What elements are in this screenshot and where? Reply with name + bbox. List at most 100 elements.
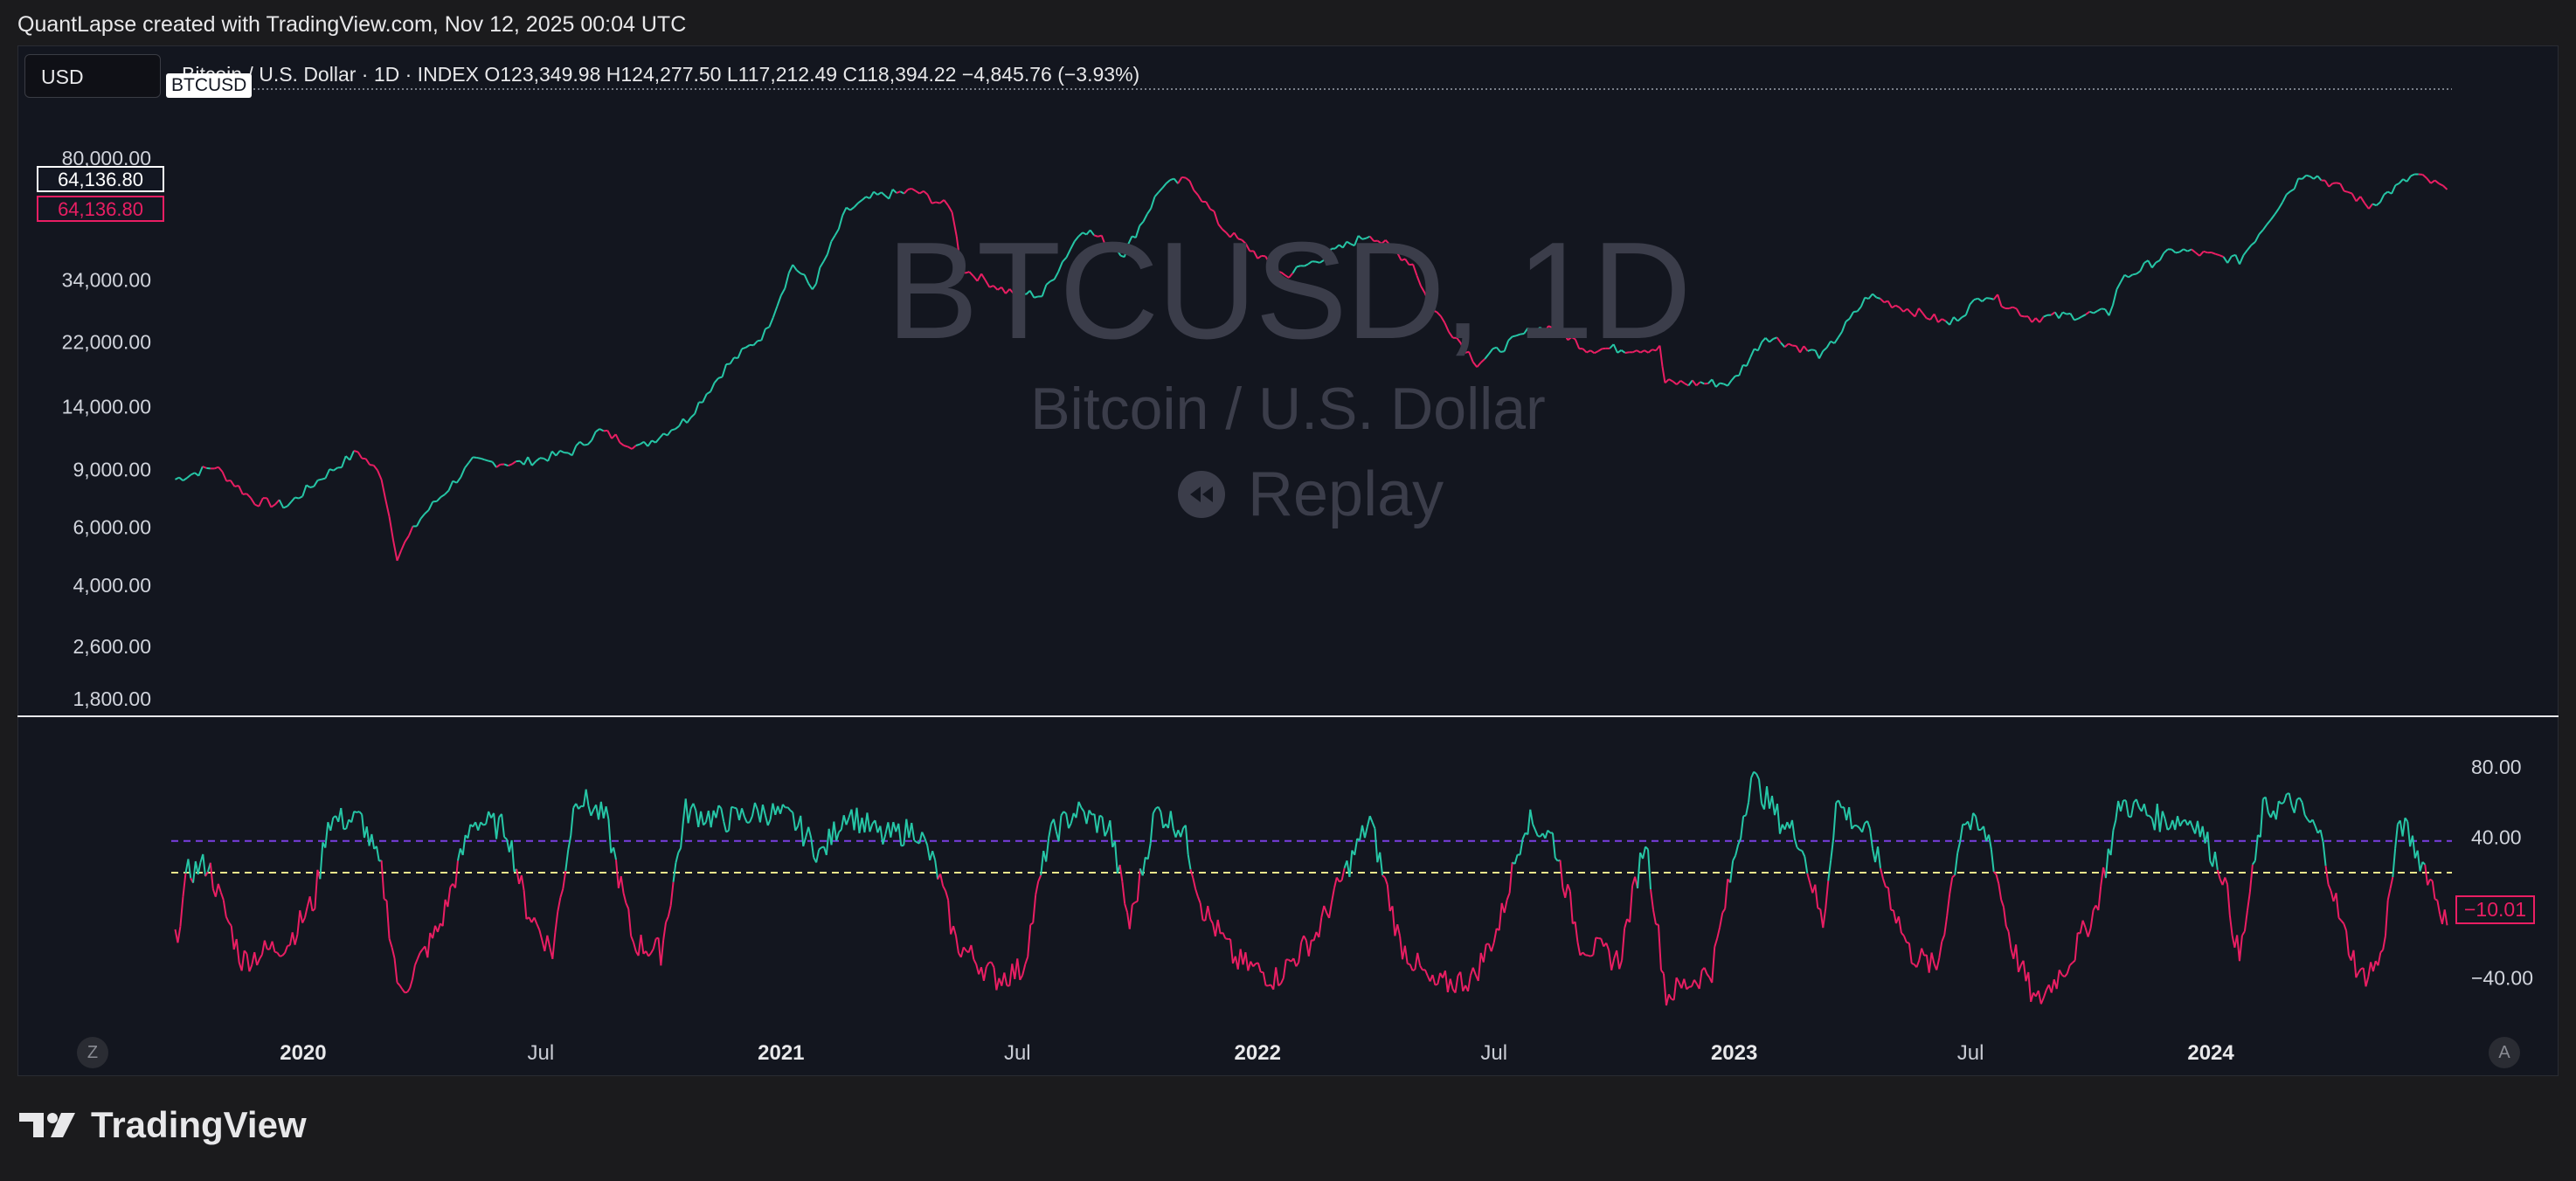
oscillator-series-segment: [1691, 979, 1695, 987]
oscillator-series-segment: [675, 853, 680, 864]
price-series-segment: [606, 430, 613, 439]
price-series-segment: [595, 428, 600, 433]
price-series-segment: [1555, 326, 1562, 332]
oscillator-series-segment: [926, 845, 931, 861]
oscillator-series-segment: [1657, 924, 1662, 970]
oscillator-series-segment: [1832, 802, 1838, 839]
oscillator-series-segment: [1693, 979, 1698, 984]
price-series-segment: [447, 480, 454, 491]
price-series-segment: [2211, 252, 2216, 255]
price-series-segment: [627, 445, 633, 450]
oscillator-series-segment: [1141, 857, 1146, 876]
oscillator-series-segment: [2379, 949, 2384, 954]
oscillator-series-segment: [2109, 830, 2115, 856]
price-series-segment: [357, 451, 364, 459]
oscillator-series-segment: [1763, 785, 1769, 810]
oscillator-series-segment: [2241, 930, 2246, 936]
price-series-segment: [1123, 244, 1130, 258]
price-series-segment: [1769, 338, 1774, 343]
price-series-segment: [1177, 176, 1183, 184]
oscillator-series-segment: [1085, 810, 1091, 825]
price-series-segment: [926, 194, 933, 204]
price-series-segment: [849, 206, 855, 211]
price-series-segment: [955, 236, 963, 272]
price-series-segment: [1926, 317, 1931, 321]
time-axis-tick-label: Jul: [1004, 1041, 1031, 1065]
oscillator-series-segment: [1943, 915, 1949, 936]
price-series-segment: [1017, 287, 1023, 293]
oscillator-series-segment: [715, 805, 720, 818]
oscillator-series-segment: [1796, 846, 1801, 851]
oscillator-series-segment: [1371, 822, 1376, 829]
oscillator-series-segment: [1568, 891, 1574, 924]
price-series-segment: [2178, 248, 2185, 253]
price-series-segment: [1684, 383, 1689, 387]
oscillator-series-segment: [970, 944, 975, 960]
price-series-segment: [2222, 256, 2229, 264]
oscillator-series-segment: [1589, 954, 1594, 957]
price-series-segment: [1005, 288, 1011, 294]
oscillator-series-segment: [523, 890, 528, 920]
currency-selector[interactable]: USD: [24, 54, 161, 98]
price-series-segment: [706, 390, 711, 395]
price-series-segment: [1661, 366, 1666, 383]
price-series-segment: [444, 489, 450, 495]
price-series-segment: [488, 459, 493, 463]
close-price-badge: 64,136.80: [37, 196, 164, 222]
oscillator-series-segment: [1045, 838, 1050, 862]
oscillator-series-segment: [2301, 802, 2306, 816]
oscillator-series-segment: [842, 814, 848, 825]
price-series-segment: [1756, 342, 1763, 351]
oscillator-series-segment: [1809, 882, 1814, 894]
oscillator-series-segment: [764, 815, 769, 826]
oscillator-series-segment: [2129, 802, 2135, 818]
price-series-segment: [2191, 248, 2197, 253]
auto-scale-button[interactable]: A: [2489, 1037, 2520, 1068]
oscillator-series-segment: [388, 938, 393, 948]
price-series-segment: [586, 439, 592, 445]
oscillator-series-segment: [467, 824, 472, 839]
price-series-segment: [1280, 271, 1286, 276]
price-series-segment: [1723, 383, 1728, 387]
price-series-segment: [702, 393, 708, 404]
oscillator-series-segment: [1882, 878, 1887, 887]
oscillator-series-segment: [575, 803, 579, 810]
price-series-segment: [2258, 229, 2264, 235]
oscillator-series-segment: [934, 860, 939, 880]
price-series-segment: [591, 431, 597, 441]
oscillator-series-segment: [1830, 837, 1835, 860]
oscillator-series-segment: [516, 868, 521, 885]
oscillator-series-segment: [2345, 930, 2350, 956]
oscillator-series-segment: [1610, 958, 1616, 970]
oscillator-series-segment: [2352, 950, 2358, 978]
price-series-segment: [202, 466, 207, 469]
oscillator-series-segment: [1972, 812, 1977, 818]
oscillator-series-segment: [1970, 812, 1975, 831]
oscillator-series-segment: [1323, 905, 1328, 914]
price-series-segment: [690, 412, 696, 418]
oscillator-series-segment: [1911, 962, 1915, 965]
price-series-segment: [1241, 239, 1247, 245]
time-axis-tick-label: 2023: [1711, 1041, 1757, 1065]
oscillator-series-segment: [1608, 950, 1613, 970]
price-series-segment: [869, 191, 875, 199]
price-series-segment: [427, 501, 434, 511]
oscillator-series-segment: [202, 853, 207, 877]
oscillator-series-segment: [214, 883, 219, 897]
oscillator-series-segment: [2362, 968, 2367, 987]
oscillator-series-segment: [1381, 874, 1386, 879]
oscillator-series-segment: [2322, 841, 2327, 867]
oscillator-series-segment: [1128, 904, 1133, 929]
price-series-segment: [2039, 316, 2045, 323]
price-series-segment: [1041, 284, 1048, 297]
oscillator-series-segment: [1077, 801, 1083, 809]
oscillator-series-segment: [2079, 920, 2084, 934]
oscillator-series-segment: [1318, 917, 1323, 938]
price-series-segment: [1459, 342, 1466, 354]
zoom-button[interactable]: Z: [77, 1037, 108, 1068]
price-series-segment: [800, 273, 806, 276]
price-series-segment: [619, 441, 625, 446]
price-series-segment: [2199, 251, 2205, 257]
oscillator-series-segment: [1817, 907, 1821, 910]
